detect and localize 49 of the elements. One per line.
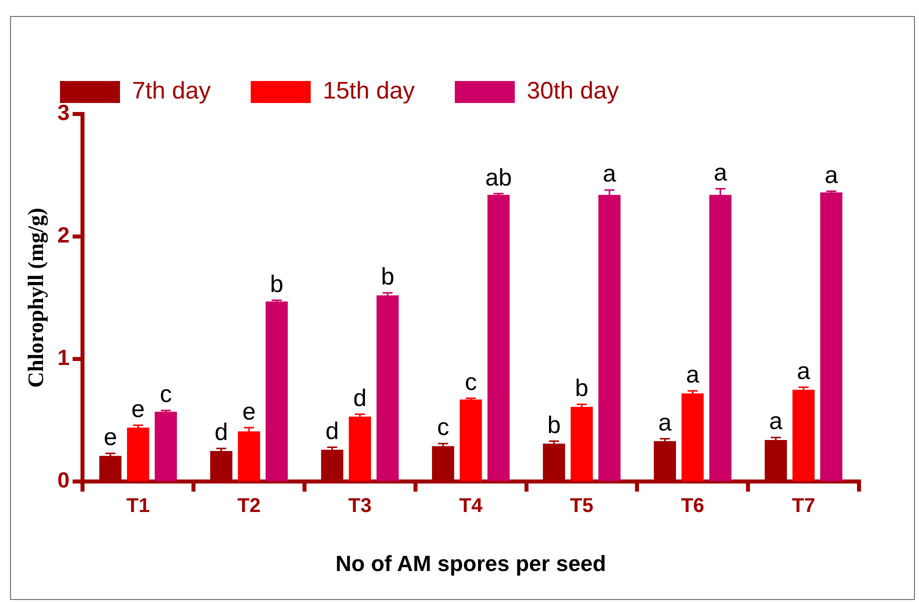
bar — [238, 431, 260, 482]
legend-label: 15th day — [322, 78, 415, 105]
data-label: a — [769, 408, 784, 436]
x-tick-label: T7 — [792, 495, 816, 518]
data-label: c — [437, 414, 450, 442]
data-label: d — [214, 419, 228, 446]
bar — [348, 416, 371, 482]
x-axis-title: No of AM spores per seed — [336, 550, 606, 576]
data-label: e — [242, 398, 256, 426]
bar — [570, 406, 593, 482]
x-tick-label: T6 — [680, 495, 704, 518]
bar — [460, 400, 482, 482]
data-label: d — [326, 418, 339, 445]
x-tick-label: T4 — [459, 495, 484, 518]
bar — [682, 393, 704, 482]
data-label: b — [547, 412, 561, 439]
bar — [154, 412, 177, 482]
data-label: e — [104, 424, 118, 452]
data-label: b — [270, 270, 284, 298]
data-label: b — [575, 375, 588, 402]
data-label: a — [824, 162, 839, 189]
data-label: d — [353, 384, 367, 412]
y-tick-label: 2 — [57, 222, 70, 248]
data-label: b — [380, 264, 394, 291]
data-label: a — [796, 358, 811, 385]
x-tick-label: T2 — [237, 495, 261, 518]
data-label: c — [464, 368, 477, 396]
y-tick-label: 3 — [57, 100, 70, 126]
y-tick-label: 1 — [57, 345, 70, 370]
data-label: c — [160, 381, 172, 408]
bar — [487, 194, 510, 482]
x-tick-label: T1 — [126, 495, 150, 518]
y-tick-label: 0 — [57, 468, 70, 493]
data-label: a — [714, 159, 728, 186]
y-axis-title: Chlorophyll (mg/g) — [22, 208, 48, 388]
bar — [266, 301, 288, 482]
x-tick-label: T5 — [570, 495, 594, 518]
x-tick-label: T3 — [348, 495, 372, 518]
legend-label: 30th day — [526, 78, 619, 105]
bar — [376, 295, 399, 482]
bar — [792, 390, 815, 482]
data-label: ab — [485, 164, 512, 192]
data-label: a — [686, 362, 700, 389]
bar — [127, 428, 150, 482]
data-label: a — [658, 409, 672, 436]
legend-label: 7th day — [132, 78, 211, 105]
data-label: a — [602, 160, 617, 188]
bar — [820, 192, 842, 482]
data-label: e — [131, 396, 145, 423]
